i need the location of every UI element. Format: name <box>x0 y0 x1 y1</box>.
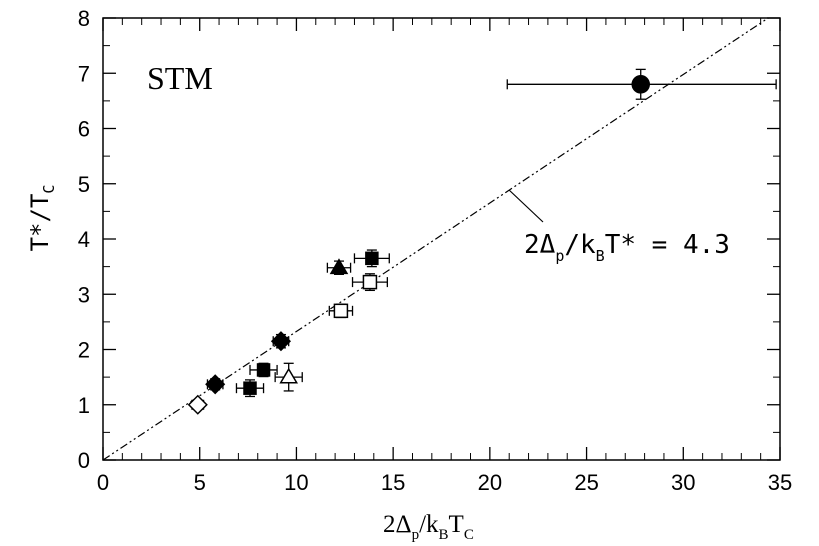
x-tick-label: 5 <box>194 470 206 495</box>
y-tick-label: 5 <box>78 172 90 197</box>
x-tick-label: 10 <box>284 470 308 495</box>
diamond-marker <box>187 394 208 415</box>
diamond-marker <box>270 331 292 352</box>
y-tick-label: 0 <box>78 448 90 473</box>
x-axis-label: 2Δp/kBTC <box>383 511 474 543</box>
x-tick-label: 0 <box>97 470 109 495</box>
data-point <box>328 303 354 319</box>
x-tick-label: 20 <box>478 470 502 495</box>
y-tick-label: 6 <box>78 117 90 142</box>
triangle-marker <box>329 258 349 275</box>
square-marker <box>362 274 378 290</box>
data-point <box>351 273 388 292</box>
square-marker <box>256 363 271 377</box>
data-points <box>187 68 777 415</box>
data-point <box>249 362 278 378</box>
y-tick-label: 1 <box>78 393 90 418</box>
axis-ticks: 0 5 10 15 20 25 30 35 0 1 2 3 4 5 6 7 8 <box>78 6 792 495</box>
data-point <box>353 249 390 268</box>
data-point <box>326 258 352 276</box>
data-point <box>270 331 292 352</box>
diamond-marker <box>205 374 226 395</box>
fit-line-label: 2Δp/kBT* = 4.3 <box>524 230 730 265</box>
x-tick-label: 25 <box>574 470 598 495</box>
x-tick-label: 30 <box>671 470 695 495</box>
triangle-marker <box>279 367 299 384</box>
data-point <box>235 379 265 398</box>
y-tick-label: 7 <box>78 61 90 86</box>
y-tick-label: 4 <box>78 227 90 252</box>
data-point <box>506 68 777 100</box>
y-tick-label: 2 <box>78 338 90 363</box>
fit-label-leader <box>508 189 544 223</box>
x-tick-label: 15 <box>381 470 405 495</box>
circle-marker <box>631 75 650 94</box>
x-tick-label: 35 <box>768 470 792 495</box>
square-marker <box>333 303 349 319</box>
square-marker <box>365 251 379 266</box>
data-point <box>274 362 303 392</box>
stm-annotation: STM <box>147 60 213 96</box>
y-axis-label: T*/TC <box>26 185 58 252</box>
y-tick-label: 8 <box>78 6 90 31</box>
data-point <box>205 374 226 395</box>
data-point <box>187 394 208 415</box>
y-tick-label: 3 <box>78 282 90 307</box>
square-marker <box>243 381 257 395</box>
